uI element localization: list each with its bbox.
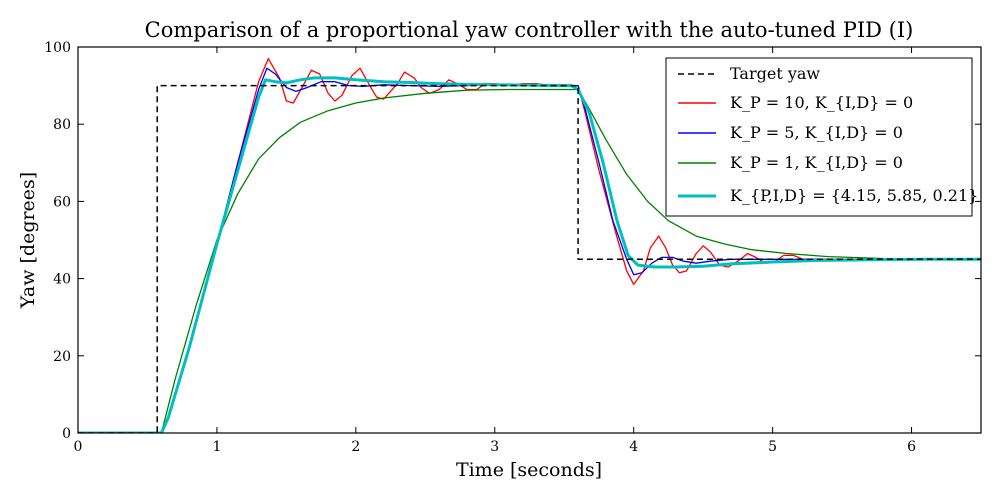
x-tick-label: 3 xyxy=(490,439,499,455)
y-tick-label: 20 xyxy=(53,349,71,365)
series-line-4 xyxy=(78,76,981,433)
y-tick-label: 40 xyxy=(53,272,71,288)
x-tick-label: 4 xyxy=(629,439,638,455)
x-tick-label: 5 xyxy=(768,439,777,455)
x-tick-label: 0 xyxy=(74,439,83,455)
legend-label-kp10: K_P = 10, K_{I,D} = 0 xyxy=(730,93,913,112)
x-tick-label: 2 xyxy=(351,439,360,455)
x-tick-label: 1 xyxy=(212,439,221,455)
legend-label-kp1: K_P = 1, K_{I,D} = 0 xyxy=(730,153,903,172)
y-tick-label: 100 xyxy=(44,40,71,56)
legend-box xyxy=(665,57,973,217)
legend-label-target-yaw: Target yaw xyxy=(730,64,820,83)
legend-label-kp5: K_P = 5, K_{I,D} = 0 xyxy=(730,123,903,142)
series-layer xyxy=(78,57,981,433)
plot-frame xyxy=(77,46,982,434)
legend: Target yaw K_P = 10, K_{I,D} = 0 K_P = 5… xyxy=(665,57,978,217)
legend-label-pid: K_{P,I,D} = {4.15, 5.85, 0.21} xyxy=(730,186,978,205)
series-line-3 xyxy=(78,88,981,433)
x-axis-label: Time [seconds] xyxy=(456,459,602,481)
y-tick-label: 0 xyxy=(62,426,71,442)
chart-title: Comparison of a proportional yaw control… xyxy=(145,18,914,42)
y-axis-label: Yaw [degrees] xyxy=(17,172,39,309)
x-tick-label: 6 xyxy=(907,439,916,455)
y-tick-label: 60 xyxy=(53,194,71,210)
y-tick-label: 80 xyxy=(53,117,71,133)
